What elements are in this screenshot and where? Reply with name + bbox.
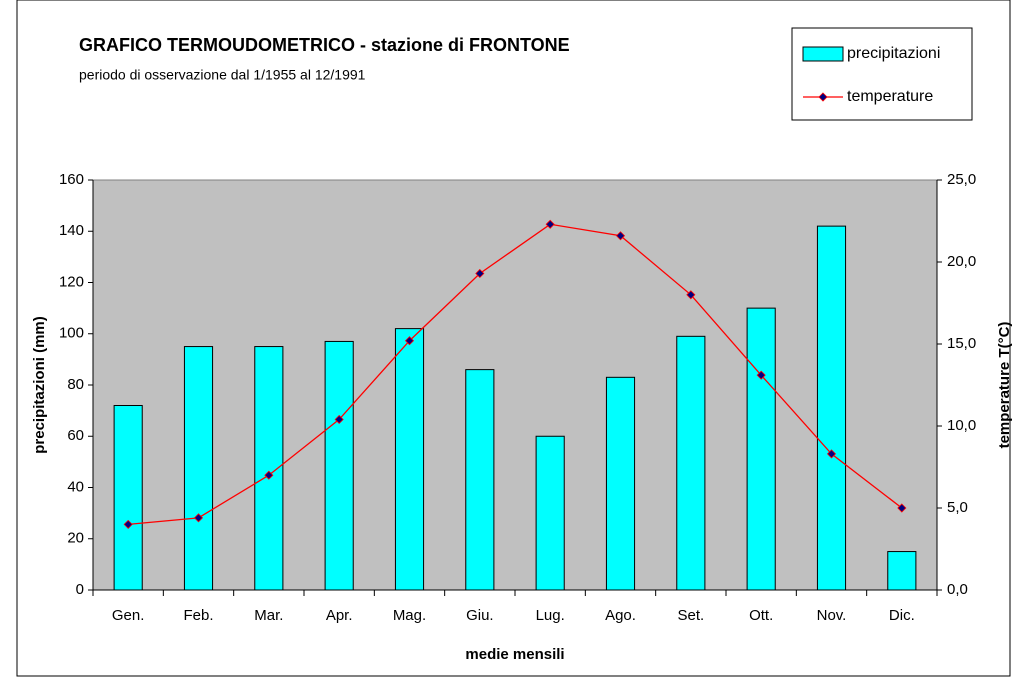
y-tick-label: 120 [59, 273, 84, 290]
marker [615, 231, 626, 241]
bar [816, 225, 847, 591]
marker [475, 268, 485, 279]
bar [887, 551, 917, 591]
marker [334, 414, 344, 425]
legend-swatch [802, 46, 844, 62]
x-tick-label: Ago. [605, 607, 636, 624]
x-axis-label: medie mensili [465, 646, 564, 663]
y-tick-label: 40 [67, 478, 84, 495]
marker [545, 219, 555, 229]
y-tick-label: 20 [67, 530, 84, 547]
bar [113, 405, 143, 591]
y2-tick-label: 20,0 [947, 253, 976, 270]
chart-title: GRAFICO TERMOUDOMETRICO - stazione di FR… [79, 35, 570, 55]
y-tick-label: 140 [59, 222, 84, 239]
marker [686, 290, 696, 300]
y-tick-label: 0 [76, 581, 84, 598]
marker [826, 449, 837, 459]
x-tick-label: Feb. [183, 607, 213, 624]
x-tick-label: Lug. [536, 607, 565, 624]
legend-label: temperature [847, 88, 933, 105]
marker [264, 470, 274, 480]
x-tick-label: Giu. [466, 607, 494, 624]
x-tick-label: Gen. [112, 607, 145, 624]
bar [465, 369, 495, 591]
x-tick-label: Dic. [889, 607, 915, 624]
marker [756, 370, 766, 380]
legend-label: precipitazioni [847, 45, 940, 62]
y-tick-label: 160 [59, 171, 84, 188]
y-tick-label: 80 [67, 376, 84, 393]
legend-box [791, 27, 973, 121]
bar [746, 307, 776, 591]
y-tick-label: 60 [67, 427, 84, 444]
y2-axis-label: temperature T(°C) [996, 322, 1013, 449]
marker [897, 503, 907, 513]
chart-subtitle: periodo di osservazione dal 1/1955 al 12… [79, 67, 366, 83]
bar [324, 340, 354, 591]
x-tick-label: Mag. [393, 607, 426, 624]
bar [605, 376, 636, 591]
marker [193, 513, 204, 523]
y2-tick-label: 25,0 [947, 171, 976, 188]
marker [123, 519, 133, 529]
bar [676, 335, 706, 591]
x-tick-label: Apr. [326, 607, 353, 624]
x-tick-label: Set. [677, 607, 704, 624]
y2-tick-label: 5,0 [947, 499, 968, 516]
y-tick-label: 100 [59, 325, 84, 342]
x-tick-label: Nov. [817, 607, 847, 624]
line [128, 223, 903, 526]
bar [183, 346, 214, 591]
y2-tick-label: 0,0 [947, 581, 968, 598]
legend-marker [818, 92, 828, 102]
y2-tick-label: 15,0 [947, 335, 976, 352]
bar [535, 435, 565, 591]
bar [254, 346, 284, 591]
x-tick-label: Ott. [749, 607, 773, 624]
marker [404, 336, 415, 346]
bar [394, 328, 425, 591]
x-tick-label: Mar. [254, 607, 283, 624]
plot-area [92, 179, 938, 591]
y-axis-label: precipitazioni (mm) [31, 316, 48, 454]
y2-tick-label: 10,0 [947, 417, 976, 434]
